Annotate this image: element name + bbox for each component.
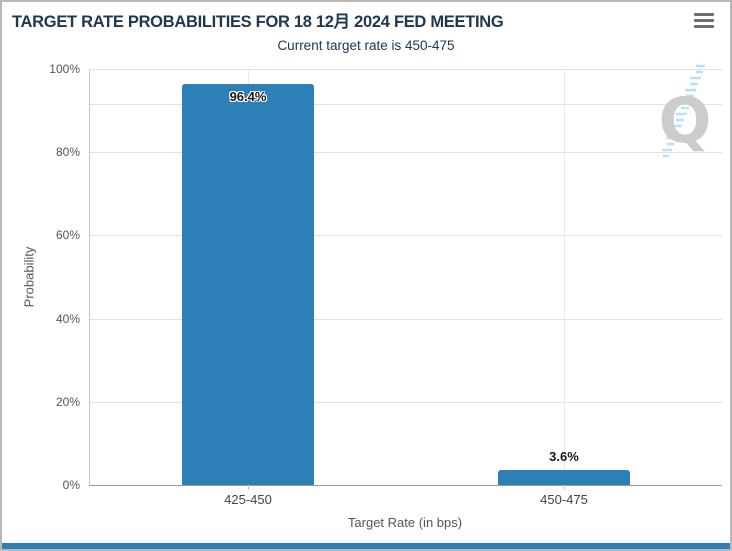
hamburger-icon: [694, 13, 714, 28]
y-tick-label: 0%: [62, 478, 80, 492]
chart-subtitle: Current target rate is 450-475: [277, 38, 455, 53]
y-tick-label: 20%: [55, 394, 80, 409]
y-tick-label: 40%: [55, 311, 80, 326]
y-gridline-extra: [90, 104, 722, 106]
x-axis-tick: [248, 485, 249, 490]
bottom-accent-bar: [2, 543, 730, 549]
x-axis-tick: [564, 485, 565, 490]
y-gridline: [90, 401, 722, 403]
probability-bar[interactable]: [498, 470, 630, 485]
y-gridline: [90, 318, 722, 320]
export-menu-button[interactable]: [694, 13, 714, 29]
probability-bar[interactable]: [182, 83, 314, 485]
y-tick-label: 60%: [55, 228, 80, 243]
y-gridline: [90, 152, 722, 154]
x-tick-label: 425-450: [224, 492, 272, 507]
chart-title: TARGET RATE PROBABILITIES FOR 18 12月 202…: [12, 13, 504, 31]
x-gridline: [564, 69, 565, 485]
y-tick-label: 80%: [55, 145, 80, 160]
y-gridline: [90, 69, 722, 70]
bar-value-label: 96.4%: [229, 88, 267, 104]
x-tick-label: 450-475: [540, 492, 588, 507]
y-axis-title: Probability: [21, 246, 37, 308]
bar-value-label: 3.6%: [549, 449, 579, 465]
x-axis-title: Target Rate (in bps): [347, 515, 463, 530]
y-tick-label: 100%: [49, 62, 80, 76]
y-gridline: [90, 235, 722, 237]
plot-area: 96.4% 425-450 3.6% 450-475: [89, 69, 722, 507]
